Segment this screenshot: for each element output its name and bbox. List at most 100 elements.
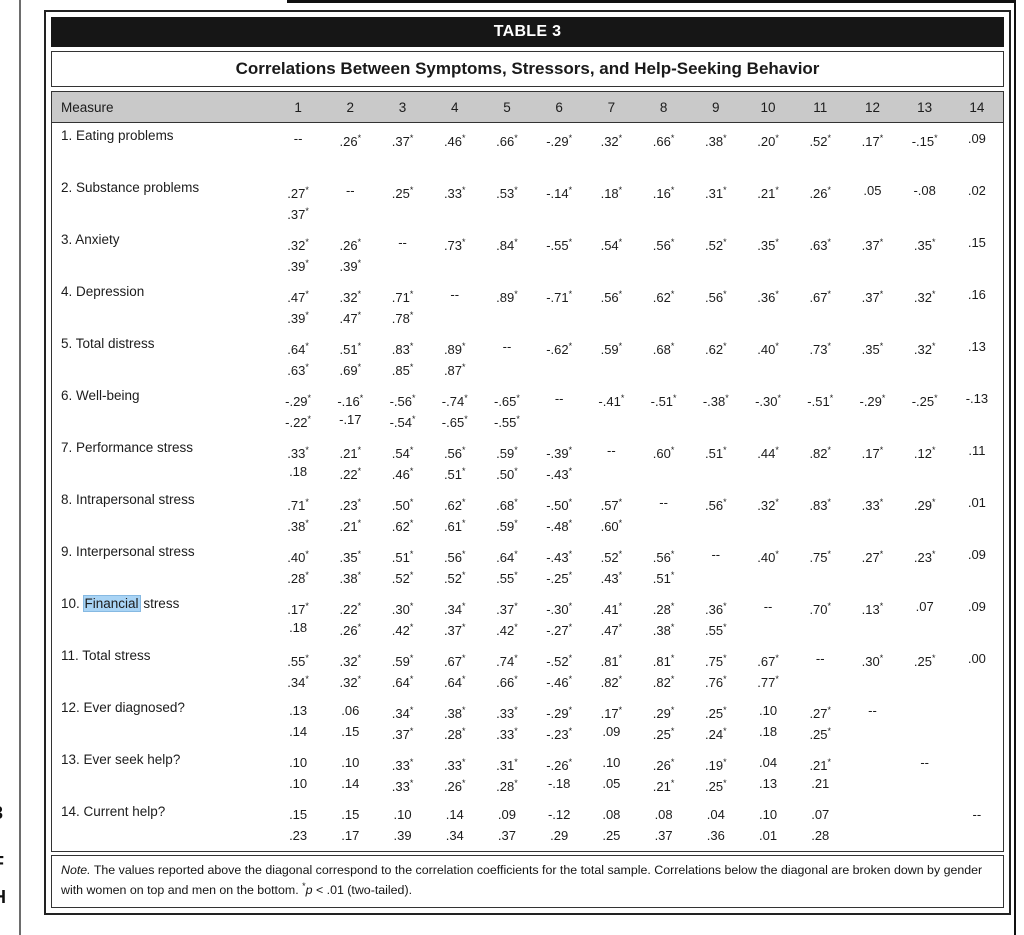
corr-cell: .10.10	[272, 747, 324, 799]
corr-by-gender: .09	[602, 724, 621, 739]
corr-cell: .74* .66*	[481, 643, 533, 695]
significance-asterisk: *	[411, 393, 416, 403]
corr-total-sample: .59*	[600, 341, 623, 357]
corr-total-sample: .71*	[287, 497, 309, 513]
corr-by-gender	[429, 201, 481, 222]
corr-total-sample: --	[293, 131, 303, 146]
measure-row: 7. Performance stress .33* .18 .21* .22* .54*…	[52, 435, 1003, 487]
significance-asterisk: *	[409, 653, 414, 663]
margin-glyph: H	[0, 888, 6, 906]
corr-cell: .40*	[742, 331, 794, 383]
corr-cell: .23* .21*	[324, 487, 376, 539]
corr-cell: .04.36	[690, 799, 742, 851]
significance-asterisk: *	[514, 778, 518, 788]
corr-total-sample: .56*	[705, 497, 727, 513]
significance-asterisk: *	[670, 601, 675, 611]
measure-label: 14. Current help?	[61, 804, 166, 819]
corr-total-sample: .15	[967, 235, 986, 250]
corr-total-sample	[899, 700, 951, 721]
header-col-13: 13	[917, 99, 933, 115]
significance-asterisk: *	[879, 445, 884, 455]
corr-by-gender	[951, 669, 1003, 690]
page-border-right	[1014, 0, 1016, 935]
corr-total-sample: -.71*	[546, 289, 573, 305]
corr-total-sample: .35*	[913, 237, 936, 253]
corr-cell: .17*	[846, 435, 898, 487]
significance-asterisk: *	[462, 237, 466, 247]
note-rest: < .01 (two-tailed).	[312, 882, 413, 897]
corr-by-gender	[794, 149, 846, 170]
corr-cell: .23*	[899, 539, 951, 591]
corr-cell: .71* .38*	[272, 487, 324, 539]
corr-total-sample: .10	[341, 755, 360, 770]
corr-cell: .22* .26*	[324, 591, 376, 643]
significance-asterisk: *	[357, 466, 362, 476]
significance-asterisk: *	[827, 185, 832, 195]
measure-label: 8. Intrapersonal stress	[61, 492, 195, 507]
left-margin-clipped-text: 3IF-H	[0, 0, 8, 935]
corr-cell: .32* .39*	[272, 227, 324, 279]
corr-total-sample: -.43*	[546, 549, 573, 565]
corr-total-sample: .36*	[757, 289, 779, 305]
corr-total-sample: -.62*	[546, 341, 573, 357]
significance-asterisk: *	[827, 237, 832, 247]
corr-total-sample: .54*	[391, 445, 414, 461]
note-label: Note.	[61, 863, 91, 877]
significance-asterisk: *	[827, 549, 832, 559]
corr-by-gender	[690, 513, 742, 534]
corr-cell: .10.14	[324, 747, 376, 799]
corr-by-gender: .51*	[652, 570, 675, 586]
corr-by-gender	[794, 253, 846, 274]
corr-by-gender: .18	[289, 620, 308, 635]
corr-total-sample: .19*	[705, 757, 727, 773]
corr-cell: .01	[951, 487, 1003, 539]
significance-asterisk: *	[931, 237, 936, 247]
corr-by-gender	[429, 149, 481, 170]
corr-by-gender	[533, 305, 585, 326]
corr-cell: -.30* -.27*	[533, 591, 585, 643]
corr-total-sample: .75*	[705, 653, 727, 669]
corr-cell: .67* .77*	[742, 643, 794, 695]
corr-total-sample: .67*	[757, 653, 779, 669]
significance-asterisk: *	[879, 653, 884, 663]
corr-by-gender	[481, 357, 533, 378]
corr-cell: .32* .32*	[324, 643, 376, 695]
corr-cell: .37* .42*	[481, 591, 533, 643]
significance-asterisk: *	[775, 445, 779, 455]
corr-by-gender	[951, 305, 1003, 326]
corr-cell: .26* .21*	[638, 747, 690, 799]
corr-total-sample: .40*	[287, 549, 309, 565]
corr-cell: -.74* -.65*	[429, 383, 481, 435]
corr-total-sample: .89*	[496, 289, 518, 305]
significance-asterisk: *	[723, 674, 727, 684]
corr-by-gender: .37	[497, 828, 516, 843]
corr-total-sample: .52*	[809, 133, 832, 149]
margin-glyph: 3	[0, 804, 3, 822]
corr-total-sample: .13*	[861, 601, 884, 617]
corr-cell: .21* .22*	[324, 435, 376, 487]
significance-asterisk: *	[514, 726, 518, 736]
corr-total-sample: .59*	[391, 653, 414, 669]
corr-by-gender: -.27*	[546, 622, 573, 638]
significance-asterisk: *	[357, 341, 362, 351]
corr-total-sample: .73*	[443, 237, 466, 253]
significance-asterisk: *	[357, 362, 362, 372]
corr-by-gender	[690, 305, 742, 326]
significance-asterisk: *	[670, 237, 675, 247]
corr-by-gender	[324, 149, 376, 170]
significance-asterisk: *	[514, 133, 518, 143]
significance-asterisk: *	[464, 414, 468, 424]
corr-cell: .51* .52*	[376, 539, 428, 591]
corr-by-gender: .37	[654, 828, 673, 843]
corr-total-sample: --	[398, 235, 407, 250]
corr-by-gender: .33*	[496, 726, 518, 742]
significance-asterisk: *	[462, 778, 466, 788]
corr-by-gender: -.22*	[285, 414, 312, 430]
corr-by-gender	[585, 149, 637, 170]
corr-cell: .36* .55*	[690, 591, 742, 643]
corr-by-gender	[429, 305, 481, 326]
corr-cell	[951, 747, 1003, 799]
corr-by-gender	[742, 461, 794, 482]
corr-total-sample: .84*	[496, 237, 518, 253]
header-col-3: 3	[398, 99, 407, 115]
